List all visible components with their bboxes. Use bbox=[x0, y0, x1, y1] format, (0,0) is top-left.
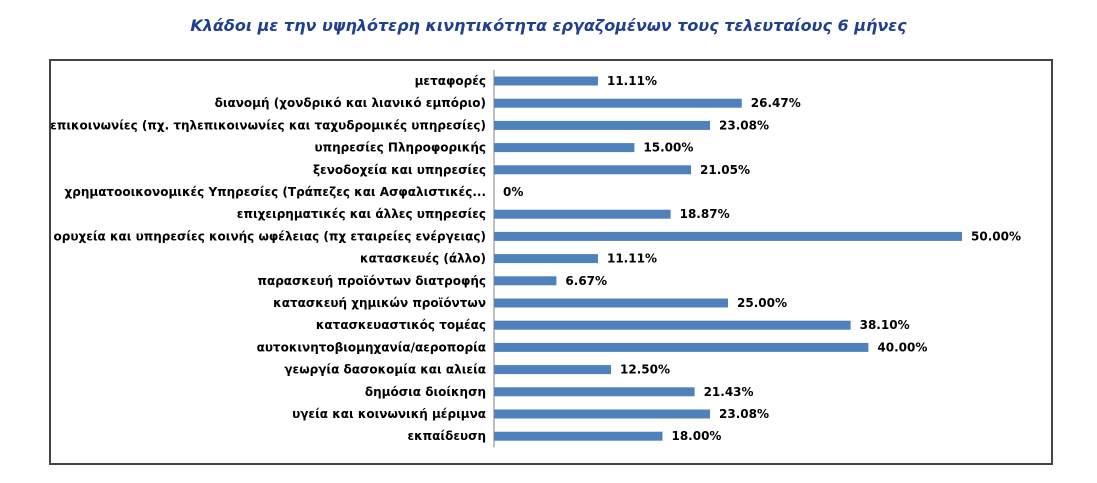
bar bbox=[494, 342, 869, 352]
category-label: κατασκευές (άλλο) bbox=[360, 252, 486, 266]
category-label: επικοινωνίες (πχ. τηλεπικοινωνίες και τα… bbox=[50, 118, 486, 132]
data-label: 6.67% bbox=[565, 274, 607, 288]
data-label: 15.00% bbox=[643, 141, 693, 155]
data-label: 0% bbox=[503, 185, 523, 199]
bar bbox=[494, 143, 635, 153]
category-label: χρηματοοικονομικές Υπηρεσίες (Τράπεζες κ… bbox=[64, 185, 486, 199]
category-label: ορυχεία και υπηρεσίες κοινής ωφέλειας (π… bbox=[54, 229, 486, 243]
bar bbox=[494, 276, 557, 286]
data-label: 18.87% bbox=[680, 207, 730, 221]
bar bbox=[494, 387, 695, 397]
bar bbox=[494, 98, 742, 108]
bar bbox=[494, 409, 711, 419]
bar bbox=[494, 254, 598, 264]
category-label: επιχειρηματικές και άλλες υπηρεσίες bbox=[237, 207, 486, 221]
data-label: 25.00% bbox=[737, 296, 787, 310]
data-label: 21.43% bbox=[704, 385, 754, 399]
data-label: 40.00% bbox=[877, 340, 927, 354]
data-label: 38.10% bbox=[860, 318, 910, 332]
category-label: διανομή (χονδρικό και λιανικό εμπόριο) bbox=[215, 96, 486, 110]
data-label: 21.05% bbox=[700, 163, 750, 177]
category-label: κατασκευαστικός τομέας bbox=[316, 318, 486, 332]
category-label: παρασκευή προϊόντων διατροφής bbox=[257, 274, 486, 288]
chart-title: Κλάδοι με την υψηλότερη κινητικότητα εργ… bbox=[190, 16, 907, 35]
category-label: μεταφορές bbox=[415, 74, 486, 88]
data-label: 23.08% bbox=[719, 407, 769, 421]
bar bbox=[494, 120, 711, 130]
data-label: 11.11% bbox=[607, 252, 657, 266]
category-label: γεωργία δασοκομία και αλιεία bbox=[284, 363, 486, 377]
category-label: εκπαίδευση bbox=[407, 429, 486, 443]
category-label: αυτοκινητοβιομηχανία/αεροπορία bbox=[257, 340, 486, 354]
bar bbox=[494, 231, 962, 241]
bar bbox=[494, 320, 851, 330]
bar bbox=[494, 165, 692, 175]
bar bbox=[494, 365, 611, 375]
data-label: 23.08% bbox=[719, 118, 769, 132]
bar bbox=[494, 298, 728, 308]
category-label: δημόσια διοίκηση bbox=[365, 385, 486, 399]
data-label: 50.00% bbox=[971, 229, 1021, 243]
bar bbox=[494, 76, 598, 86]
category-label: υπηρεσίες Πληροφορικής bbox=[315, 141, 487, 155]
data-label: 11.11% bbox=[607, 74, 657, 88]
data-label: 18.00% bbox=[671, 429, 721, 443]
category-label: κατασκευή χημικών προϊόντων bbox=[273, 296, 486, 310]
category-label: υγεία και κοινωνική μέριμνα bbox=[292, 407, 486, 421]
bar bbox=[494, 209, 671, 219]
data-label: 26.47% bbox=[751, 96, 801, 110]
category-label: ξενοδοχεία και υπηρεσίες bbox=[313, 163, 486, 177]
bar bbox=[494, 431, 663, 441]
data-label: 12.50% bbox=[620, 363, 670, 377]
